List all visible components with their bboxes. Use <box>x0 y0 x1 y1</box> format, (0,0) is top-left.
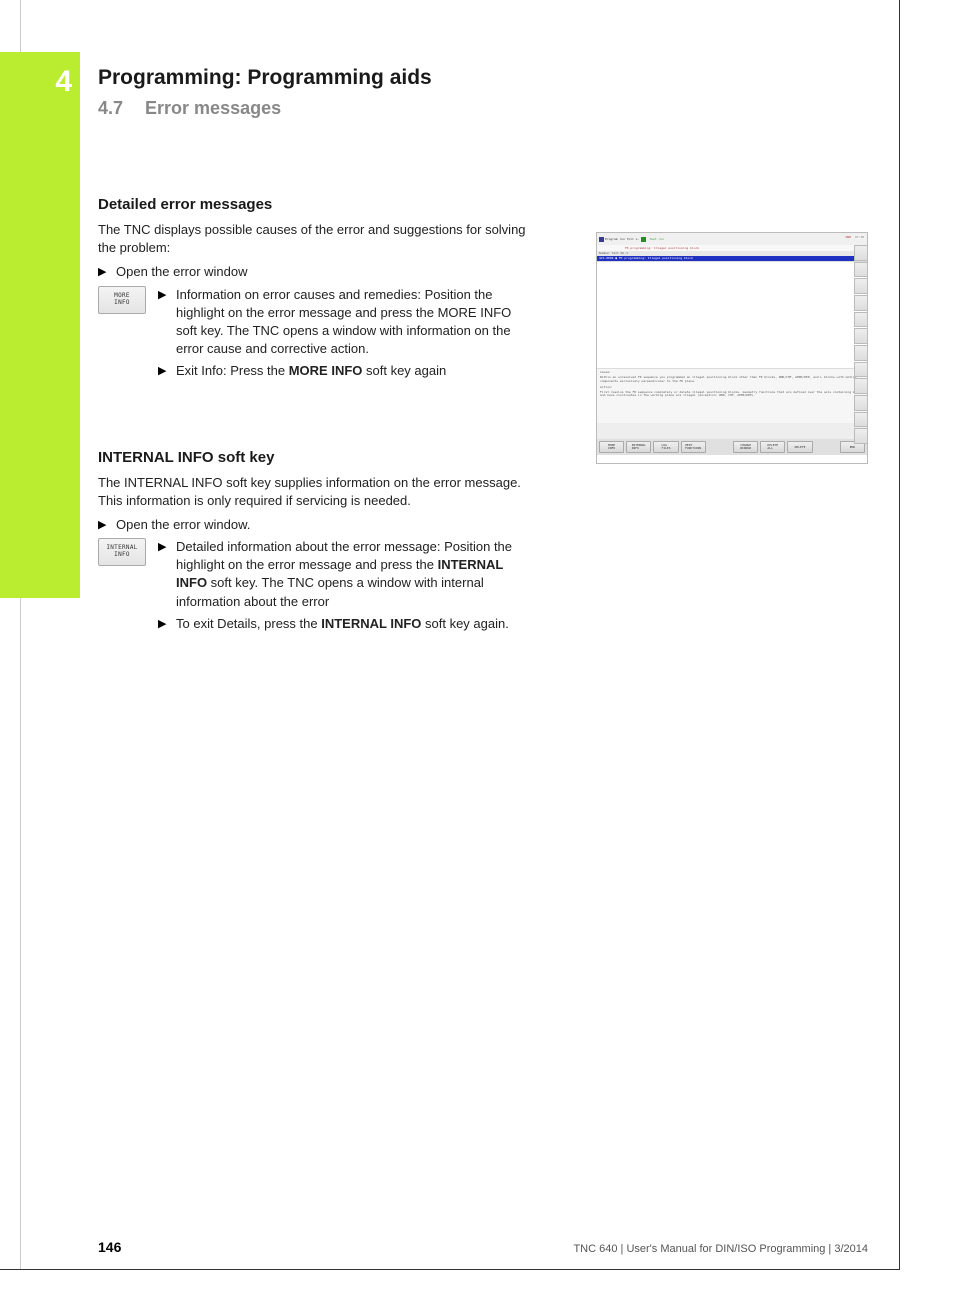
bullet-detailed-info: ▶ Detailed information about the error m… <box>158 538 526 611</box>
scr-side-key[interactable] <box>854 328 868 344</box>
scr-side-key[interactable] <box>854 428 868 444</box>
scr-sk-delete-all[interactable]: DELETEALL <box>760 441 785 453</box>
content: Detailed error messages The TNC displays… <box>98 196 868 641</box>
scr-side-key[interactable] <box>854 395 868 411</box>
scr-side-key[interactable] <box>854 295 868 311</box>
more-info-softkey[interactable]: MORE INFO <box>98 286 146 314</box>
chapter-number: 4 <box>55 65 72 99</box>
bullet-exit-details: ▶ To exit Details, press the INTERNAL IN… <box>158 615 526 633</box>
section-number: 4.7 <box>98 98 123 119</box>
scr-side-key[interactable] <box>854 412 868 428</box>
scr-cause-panel: Cause: Within an unresolved FK sequence … <box>597 369 867 423</box>
section-title: Error messages <box>145 98 281 118</box>
scr-cause-text: Within an unresolved FK sequence you pro… <box>600 375 856 383</box>
internal-info-softkey[interactable]: INTERNAL INFO <box>98 538 146 566</box>
page-header: Programming: Programming aids 4.7 Error m… <box>98 66 432 119</box>
section-detailed-error-messages: Detailed error messages The TNC displays… <box>98 196 868 385</box>
arrow-icon: ▶ <box>98 263 116 280</box>
scr-side-key[interactable] <box>854 362 868 378</box>
scr-title-left: Program run full s. <box>605 237 639 241</box>
page-footer: 146 TNC 640 | User's Manual for DIN/ISO … <box>98 1239 868 1255</box>
chapter-title: Programming: Programming aids <box>98 66 432 90</box>
arrow-icon: ▶ <box>158 362 176 379</box>
scr-sk-change-window[interactable]: CHANGEWINDOW <box>733 441 758 453</box>
arrow-icon: ▶ <box>158 538 176 555</box>
arrow-icon: ▶ <box>98 516 116 533</box>
para-intro: The INTERNAL INFO soft key supplies info… <box>98 474 528 510</box>
scr-sk-empty <box>708 441 731 453</box>
scr-sk-empty <box>815 441 838 453</box>
scr-status-area <box>597 423 867 439</box>
chapter-tab: 4 <box>0 52 80 598</box>
scr-side-key[interactable] <box>854 345 868 361</box>
bullet-exit-info: ▶ Exit Info: Press the MORE INFO soft ke… <box>158 362 526 380</box>
page-number: 146 <box>98 1239 121 1255</box>
scr-side-key[interactable] <box>854 278 868 294</box>
para-intro: The TNC displays possible causes of the … <box>98 221 528 257</box>
arrow-icon: ▶ <box>158 286 176 303</box>
scr-side-key[interactable] <box>854 312 868 328</box>
tnc-screenshot: DNR 07:38 Program run full s. Test run F… <box>596 232 868 464</box>
softkey-row-internal-info: INTERNAL INFO ▶ Detailed information abo… <box>98 538 868 637</box>
scr-title-right: Test run <box>649 237 663 241</box>
section-line: 4.7 Error messages <box>98 98 432 119</box>
arrow-icon: ▶ <box>158 615 176 632</box>
scr-title-icon <box>641 237 646 242</box>
scr-error-list-area <box>597 261 867 369</box>
scr-titlebar: Program run full s. Test run <box>597 233 867 245</box>
bullet-open-window: ▶ Open the error window <box>98 263 528 281</box>
scr-side-key[interactable] <box>854 245 868 261</box>
footer-right: TNC 640 | User's Manual for DIN/ISO Prog… <box>573 1243 868 1255</box>
bullet-open-window: ▶ Open the error window. <box>98 516 528 534</box>
section-internal-info-softkey: INTERNAL INFO soft key The INTERNAL INFO… <box>98 449 868 638</box>
scr-sk-internal-info[interactable]: INTERNALINFO <box>626 441 651 453</box>
bullet-info-causes: ▶ Information on error causes and remedi… <box>158 286 526 359</box>
scr-title-icon <box>599 237 604 242</box>
scr-softkey-row: MOREINFO INTERNALINFO LOGFILES HEPTFUNCT… <box>597 439 867 455</box>
scr-side-key[interactable] <box>854 262 868 278</box>
scr-side-key[interactable] <box>854 378 868 394</box>
scr-dnr-label: DNR <box>846 235 851 239</box>
scr-sk-log-files[interactable]: LOGFILES <box>653 441 678 453</box>
scr-sk-more-info[interactable]: MOREINFO <box>599 441 624 453</box>
scr-sk-hept-functions[interactable]: HEPTFUNCTIONS <box>681 441 706 453</box>
scr-side-keys <box>854 245 868 445</box>
scr-sk-delete[interactable]: DELETE <box>787 441 812 453</box>
scr-time-label: 07:38 <box>854 235 865 239</box>
page: 4 Programming: Programming aids 4.7 Error… <box>0 0 900 1270</box>
scr-action-text: First resolve the FK sequence completely… <box>600 390 860 398</box>
subheading: Detailed error messages <box>98 196 868 213</box>
